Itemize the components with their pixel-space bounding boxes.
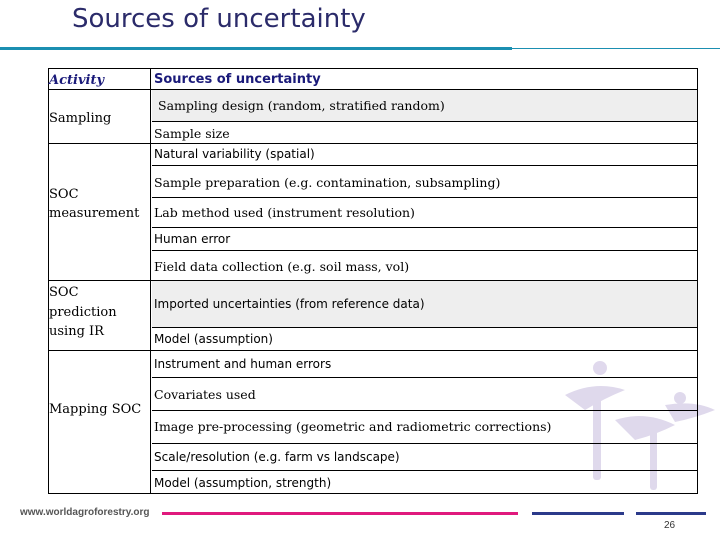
footer-bar-navy-short — [636, 512, 706, 515]
title-underline-thin — [512, 48, 720, 49]
footer-url[interactable]: www.worldagroforestry.org — [20, 507, 150, 518]
row-divider — [152, 250, 698, 251]
activity-column — [48, 68, 151, 494]
source-item: Model (assumption, strength) — [154, 476, 332, 490]
source-item: Covariates used — [154, 387, 256, 402]
source-item: Sampling design (random, stratified rand… — [158, 98, 445, 113]
row-divider — [152, 197, 698, 198]
activity-soc-prediction: prediction — [49, 305, 117, 320]
row-divider — [48, 89, 698, 90]
row-shade — [152, 90, 697, 121]
source-item: Imported uncertainties (from reference d… — [154, 297, 425, 311]
source-item: Model (assumption) — [154, 332, 273, 346]
activity-sampling: Sampling — [49, 111, 112, 126]
row-divider — [152, 227, 698, 228]
agroforestry-logo-watermark — [565, 361, 715, 490]
source-item: Sample preparation (e.g. contamination, … — [154, 175, 501, 190]
source-item: Scale/resolution (e.g. farm vs landscape… — [154, 450, 400, 464]
footer-bar-pink — [162, 512, 518, 515]
activity-soc-measurement: measurement — [49, 206, 140, 221]
activity-soc-prediction: using IR — [49, 324, 104, 339]
row-divider — [152, 327, 698, 328]
row-divider — [152, 443, 698, 444]
row-divider — [48, 143, 698, 144]
source-item: Sample size — [154, 126, 230, 141]
footer-bar-navy — [532, 512, 624, 515]
activity-soc-prediction: SOC — [49, 285, 79, 300]
activity-header: Activity — [49, 73, 104, 88]
row-shade — [152, 281, 697, 327]
source-item: Natural variability (spatial) — [154, 147, 315, 161]
source-item: Instrument and human errors — [154, 357, 332, 371]
row-divider — [152, 470, 698, 471]
row-divider — [152, 165, 698, 166]
row-divider — [48, 350, 698, 351]
source-item: Image pre-processing (geometric and radi… — [154, 419, 552, 434]
activity-mapping: Mapping SOC — [49, 402, 142, 417]
title-underline — [0, 47, 512, 50]
slide-title: Sources of uncertainty — [72, 4, 366, 34]
row-divider — [152, 121, 698, 122]
uncertainty-table — [48, 68, 698, 494]
row-divider — [152, 410, 698, 411]
source-item: Lab method used (instrument resolution) — [154, 205, 415, 220]
row-divider — [48, 280, 698, 281]
source-item: Human error — [154, 232, 231, 246]
page-number: 26 — [664, 520, 676, 531]
activity-soc-measurement: SOC — [49, 187, 79, 202]
row-divider — [152, 377, 698, 378]
sources-header: Sources of uncertainty — [154, 72, 321, 87]
source-item: Field data collection (e.g. soil mass, v… — [154, 259, 410, 274]
